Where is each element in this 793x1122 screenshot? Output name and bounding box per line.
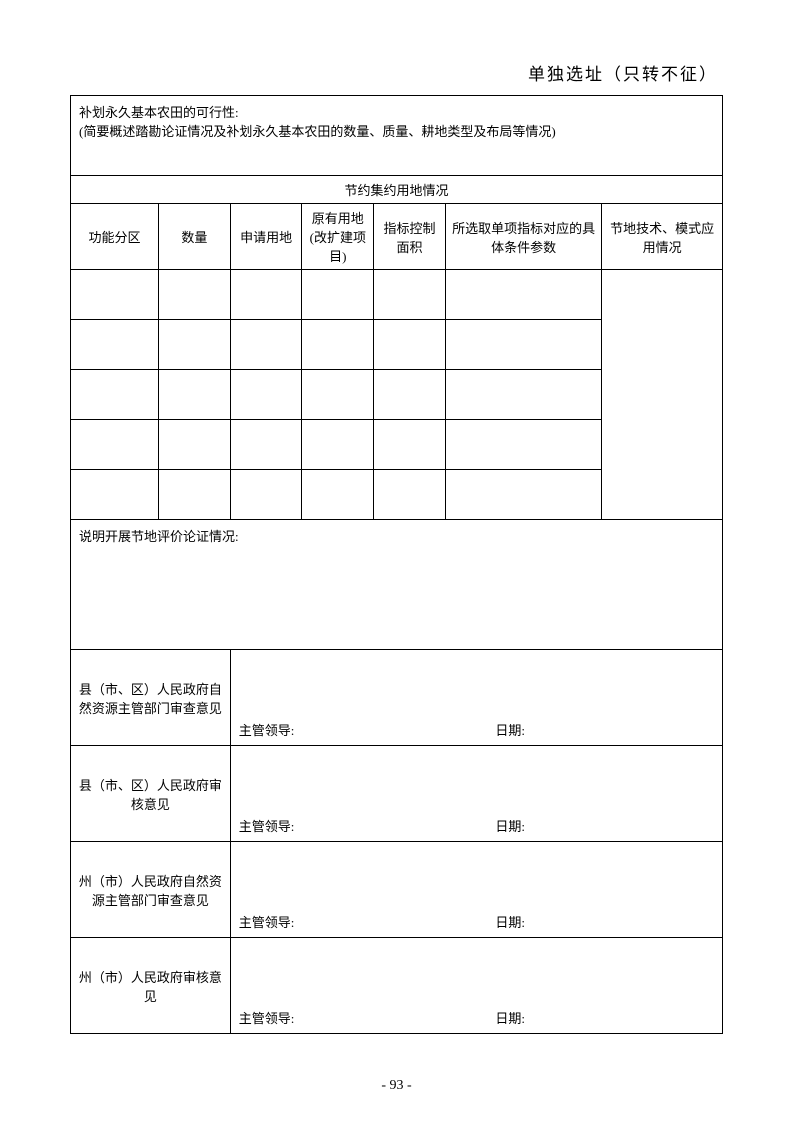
cell — [230, 370, 302, 420]
eval-cell: 说明开展节地评价论证情况: — [71, 520, 723, 650]
cell — [71, 270, 159, 320]
column-header-row: 功能分区 数量 申请用地 原有用地(改扩建项目) 指标控制面积 所选取单项指标对… — [71, 204, 723, 270]
col-quantity: 数量 — [159, 204, 231, 270]
cell — [71, 370, 159, 420]
cell — [159, 470, 231, 520]
approval-sig-2: 主管领导: 日期: — [230, 746, 722, 842]
approval-label-state-gov: 州（市）人民政府审核意见 — [71, 938, 231, 1034]
cell-tech-mode — [602, 270, 723, 520]
cell — [445, 370, 601, 420]
sig-date-label: 日期: — [495, 1008, 525, 1027]
feasibility-line1: 补划永久基本农田的可行性: — [79, 102, 714, 121]
cell — [374, 270, 446, 320]
cell — [71, 470, 159, 520]
cell — [374, 370, 446, 420]
approval-row-2: 县（市、区）人民政府审核意见 主管领导: 日期: — [71, 746, 723, 842]
sig-leader-label: 主管领导: — [239, 1008, 496, 1027]
section2-title: 节约集约用地情况 — [71, 176, 723, 204]
form-table: 补划永久基本农田的可行性: (简要概述踏勘论证情况及补划永久基本农田的数量、质量… — [70, 95, 723, 1034]
cell — [302, 320, 374, 370]
section2-title-row: 节约集约用地情况 — [71, 176, 723, 204]
col-index-area: 指标控制面积 — [374, 204, 446, 270]
cell — [159, 270, 231, 320]
cell — [445, 470, 601, 520]
approval-sig-1: 主管领导: 日期: — [230, 650, 722, 746]
approval-sig-4: 主管领导: 日期: — [230, 938, 722, 1034]
approval-row-1: 县（市、区）人民政府自然资源主管部门审查意见 主管领导: 日期: — [71, 650, 723, 746]
cell — [71, 320, 159, 370]
sig-leader-label: 主管领导: — [239, 720, 496, 739]
page-number: - 93 - — [0, 1078, 793, 1094]
approval-row-3: 州（市）人民政府自然资源主管部门审查意见 主管领导: 日期: — [71, 842, 723, 938]
cell — [230, 420, 302, 470]
cell — [302, 370, 374, 420]
page-header-right: 单独选址（只转不征） — [70, 60, 723, 85]
cell — [302, 420, 374, 470]
cell — [302, 470, 374, 520]
cell — [445, 320, 601, 370]
cell — [445, 270, 601, 320]
cell — [230, 470, 302, 520]
sig-leader-label: 主管领导: — [239, 816, 496, 835]
cell — [71, 420, 159, 470]
cell — [159, 320, 231, 370]
col-tech-mode: 节地技术、模式应用情况 — [602, 204, 723, 270]
cell — [302, 270, 374, 320]
col-apply-land: 申请用地 — [230, 204, 302, 270]
table-row — [71, 270, 723, 320]
sig-date-label: 日期: — [495, 720, 525, 739]
sig-date-label: 日期: — [495, 912, 525, 931]
col-functional-zone: 功能分区 — [71, 204, 159, 270]
col-original-land: 原有用地(改扩建项目) — [302, 204, 374, 270]
approval-label-county-gov: 县（市、区）人民政府审核意见 — [71, 746, 231, 842]
col-selected-params: 所选取单项指标对应的具体条件参数 — [445, 204, 601, 270]
approval-sig-3: 主管领导: 日期: — [230, 842, 722, 938]
cell — [374, 470, 446, 520]
feasibility-line2: (简要概述踏勘论证情况及补划永久基本农田的数量、质量、耕地类型及布局等情况) — [79, 121, 714, 140]
sig-date-label: 日期: — [495, 816, 525, 835]
eval-row: 说明开展节地评价论证情况: — [71, 520, 723, 650]
approval-label-county-resource: 县（市、区）人民政府自然资源主管部门审查意见 — [71, 650, 231, 746]
feasibility-cell: 补划永久基本农田的可行性: (简要概述踏勘论证情况及补划永久基本农田的数量、质量… — [71, 96, 723, 176]
cell — [445, 420, 601, 470]
cell — [230, 320, 302, 370]
cell — [159, 420, 231, 470]
cell — [230, 270, 302, 320]
cell — [374, 320, 446, 370]
feasibility-row: 补划永久基本农田的可行性: (简要概述踏勘论证情况及补划永久基本农田的数量、质量… — [71, 96, 723, 176]
sig-leader-label: 主管领导: — [239, 912, 496, 931]
cell — [159, 370, 231, 420]
approval-row-4: 州（市）人民政府审核意见 主管领导: 日期: — [71, 938, 723, 1034]
cell — [374, 420, 446, 470]
approval-label-state-resource: 州（市）人民政府自然资源主管部门审查意见 — [71, 842, 231, 938]
